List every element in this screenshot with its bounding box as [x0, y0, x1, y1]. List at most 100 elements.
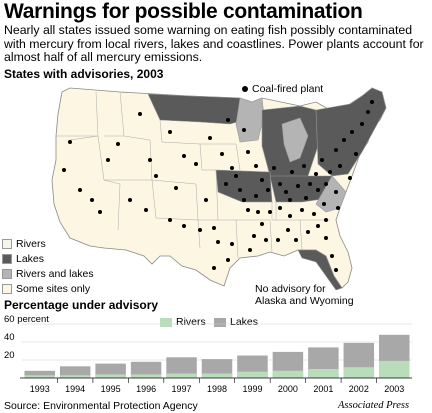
- coal-plant-dot: [294, 238, 298, 242]
- coal-plant-dot: [208, 136, 212, 140]
- coal-plant-dot: [260, 178, 264, 182]
- coal-plant-dot: [248, 248, 252, 252]
- intro-text: Nearly all states issued some warning on…: [4, 23, 424, 64]
- coal-plant-dot: [242, 128, 246, 132]
- x-tick-label: 1995: [101, 384, 121, 394]
- coal-plant-dot: [314, 172, 318, 176]
- coal-plant-dot: [334, 190, 338, 194]
- coal-plant-dots: [62, 100, 374, 272]
- legend-rivers: Rivers: [2, 238, 46, 250]
- coal-plant-dot: [98, 210, 102, 214]
- legend-rivers-label: Rivers: [16, 238, 46, 250]
- advisory-bar-chart: 60 percent 40 20 1993 1994 1995 1996 1997 1998 19…: [4, 314, 412, 394]
- coal-plant-dot: [154, 174, 158, 178]
- coal-plant-dot: [300, 208, 304, 212]
- bar-legend-rivers-label: Rivers: [176, 316, 206, 328]
- coal-plant-dot: [106, 158, 110, 162]
- bar-legend-lakes: Lakes: [214, 316, 258, 328]
- bar-rivers-2001: [308, 369, 339, 378]
- region-midwest: [215, 169, 273, 203]
- coal-plant-dot: [234, 174, 238, 178]
- coal-plant-dot: [246, 208, 250, 212]
- some-sites-swatch-icon: [2, 284, 12, 294]
- coal-plant-dot: [350, 130, 354, 134]
- bar-rivers-1994: [59, 375, 91, 378]
- coal-plant-dot: [348, 176, 352, 180]
- coal-plant-dot: [252, 234, 256, 238]
- legend-lakes: Lakes: [2, 253, 44, 265]
- x-tick-label: 2003: [384, 384, 404, 394]
- legend-some-sites-label: Some sites only: [16, 283, 91, 295]
- coal-plant-dot: [216, 240, 220, 244]
- coal-plant-dot: [334, 268, 338, 272]
- x-tick-label: 1999: [242, 384, 262, 394]
- region-michigan: [281, 117, 309, 163]
- coal-plant-dot: [168, 218, 172, 222]
- x-tick-label: 1996: [136, 384, 156, 394]
- x-tick-label: 2000: [278, 384, 298, 394]
- bar-rivers-1995: [95, 374, 126, 378]
- lakes-swatch-icon: [2, 254, 12, 264]
- note-line-2: Alaska and Wyoming: [255, 295, 354, 307]
- coal-plant-dot: [330, 254, 334, 258]
- coal-plant-dot: [212, 226, 216, 230]
- bar-lakes-1998: [201, 359, 233, 378]
- coal-plant-dot: [302, 164, 306, 168]
- bar-lakes-1995: [95, 363, 126, 378]
- coal-plant-dot: [288, 214, 292, 218]
- x-tick-label: 1997: [172, 384, 192, 394]
- rivers-swatch-icon: [2, 239, 12, 249]
- coal-plant-dot: [268, 210, 272, 214]
- coal-plant-dot: [324, 218, 328, 222]
- note-line-1: No advisory for: [255, 283, 326, 295]
- coal-plant-dot: [260, 222, 264, 226]
- x-tick-label: 1998: [207, 384, 227, 394]
- coal-plant-dot: [226, 118, 230, 122]
- coal-plant-dot: [62, 168, 66, 172]
- bar-rivers-1996: [130, 374, 162, 378]
- coal-plant-dot: [68, 140, 72, 144]
- bar-lakes-1994: [59, 366, 91, 378]
- state-borders: [56, 91, 330, 259]
- coal-plant-dot: [204, 198, 208, 202]
- map-heading: States with advisories, 2003: [4, 67, 164, 81]
- bar-lakes-1996: [130, 361, 162, 378]
- rivers-bar-swatch-icon: [160, 317, 172, 327]
- x-tick-label: 1994: [65, 384, 85, 394]
- coal-plant-dot: [308, 182, 312, 186]
- coal-plant-dot: [220, 152, 224, 156]
- state-regions: [147, 87, 387, 291]
- us-map: [51, 87, 387, 291]
- coal-plant-dot: [266, 188, 270, 192]
- x-tick-label: 2002: [349, 384, 369, 394]
- coal-plant-dot: [128, 198, 132, 202]
- legend-rivers-lakes-label: Rivers and lakes: [16, 268, 94, 280]
- coal-plant-dot: [354, 152, 358, 156]
- lakes-bar-swatch-icon: [214, 317, 226, 327]
- coal-plant-dot: [338, 164, 342, 168]
- coal-plant-dot: [312, 212, 316, 216]
- region-florida: [297, 249, 343, 291]
- bar-rivers-1998: [201, 373, 233, 378]
- plant-legend-label: Coal-fired plant: [252, 83, 324, 95]
- legend-some-sites: Some sites only: [2, 283, 90, 295]
- coal-plant-dot: [182, 154, 186, 158]
- bar-rivers-1999: [237, 371, 268, 378]
- legend-rivers-and-lakes: Rivers and lakes: [2, 268, 94, 280]
- coal-plant-dot: [194, 162, 198, 166]
- rivers-lakes-swatch-icon: [2, 269, 12, 279]
- coal-plant-dot: [278, 182, 282, 186]
- coal-plant-dot: [246, 150, 250, 154]
- coal-plant-dot: [242, 198, 246, 202]
- coal-plant-dot: [324, 236, 328, 240]
- coal-plant-dot: [198, 228, 202, 232]
- coal-plant-dot: [276, 238, 280, 242]
- y-tick-label: 20: [4, 350, 15, 361]
- coal-plant-dot: [316, 224, 320, 228]
- bar-legend-rivers: Rivers: [160, 316, 206, 328]
- coal-plant-dot: [366, 110, 370, 114]
- coal-plant-dot: [90, 198, 94, 202]
- coal-plant-dot: [224, 182, 228, 186]
- bar-rivers-1997: [166, 373, 197, 378]
- coal-plant-dot: [278, 206, 282, 210]
